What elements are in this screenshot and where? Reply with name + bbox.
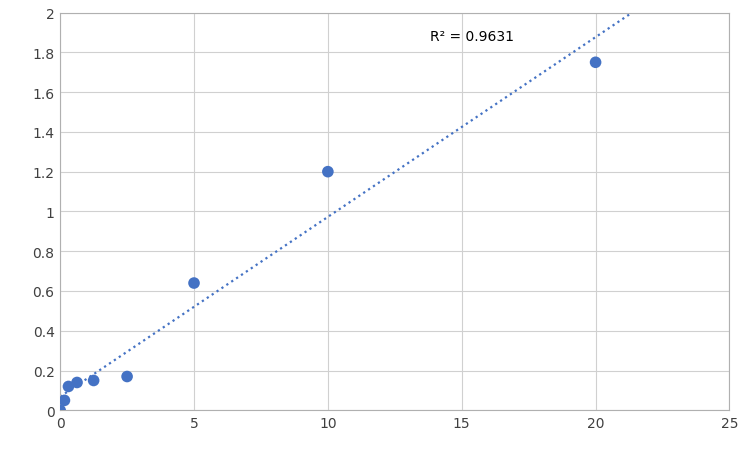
Point (54, 407, 66, 414)
Point (71, 379, 83, 386)
Point (62, 383, 74, 390)
Text: R² = 0.9631: R² = 0.9631 (429, 30, 514, 44)
Point (590, 60, 602, 67)
Point (59, 397, 71, 404)
Point (121, 373, 133, 380)
Point (188, 280, 200, 287)
Point (87, 377, 99, 384)
Point (322, 169, 334, 176)
